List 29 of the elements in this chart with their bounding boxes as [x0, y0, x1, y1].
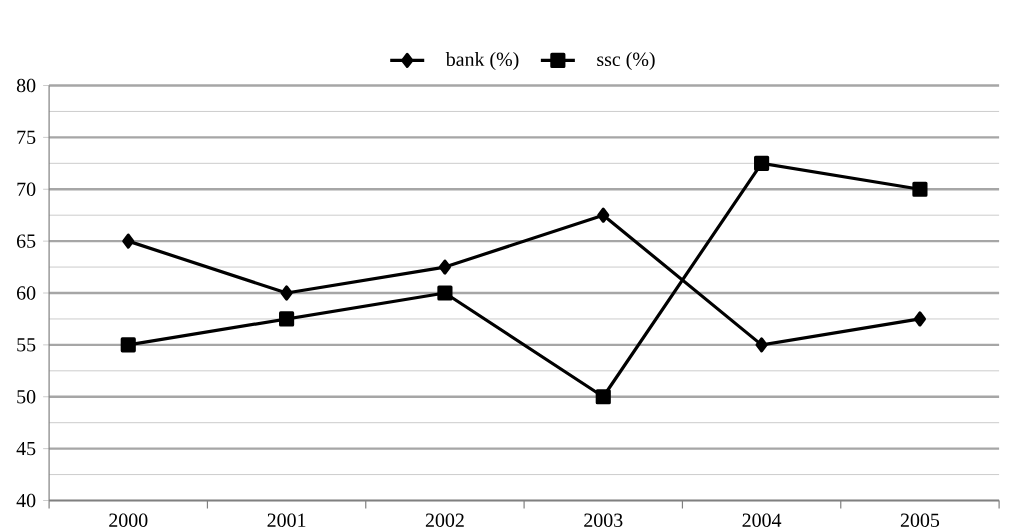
x-tick-label: 2004 — [742, 513, 782, 527]
y-tick-label: 55 — [17, 338, 36, 352]
point — [913, 311, 927, 327]
point — [754, 155, 770, 171]
x-tick-label: 2003 — [584, 513, 623, 527]
point — [438, 259, 452, 275]
y-tick-label: 50 — [17, 390, 36, 404]
point — [755, 337, 768, 353]
point — [280, 285, 293, 301]
y-tick-label: 80 — [16, 78, 36, 93]
point — [912, 181, 928, 197]
x-tick-label: 2002 — [425, 513, 464, 527]
legend-label: bank (%) — [445, 52, 519, 71]
y-tick-label: 75 — [17, 130, 36, 144]
y-tick-label: 70 — [17, 182, 36, 196]
point — [279, 311, 295, 327]
y-tick-label: 65 — [17, 234, 36, 248]
y-tick-label: 60 — [17, 286, 36, 300]
y-tick-label: 40 — [16, 493, 36, 508]
point — [597, 207, 610, 223]
legend-label: ssc (%) — [597, 52, 655, 71]
x-tick-label: 2001 — [267, 513, 306, 527]
x-tick-label: 2000 — [109, 513, 148, 527]
point — [120, 337, 136, 353]
point — [122, 233, 135, 249]
y-tick-label: 45 — [16, 441, 36, 456]
point — [437, 285, 453, 301]
x-tick-label: 2005 — [900, 513, 940, 527]
point — [595, 389, 611, 405]
